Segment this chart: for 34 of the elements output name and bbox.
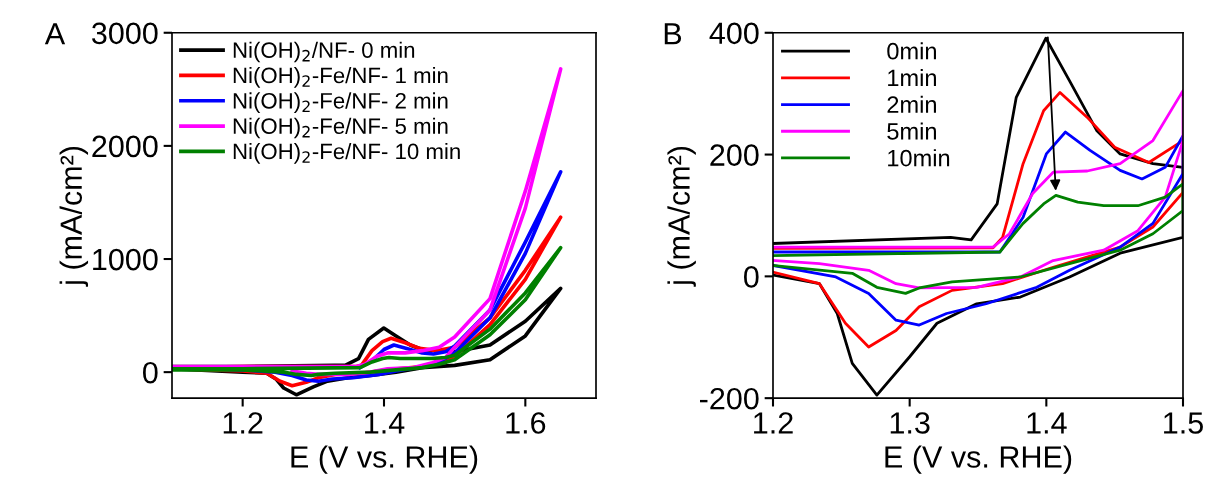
- x-tick-label: 1.4: [365, 412, 405, 434]
- y-tick-label: 0: [143, 361, 158, 384]
- x-tick-label: 1.4: [1027, 412, 1067, 434]
- y-axis-title: j (mA/cm²): [59, 146, 89, 287]
- y-tick-label: 400: [709, 22, 759, 45]
- y-tick-label: -200: [700, 387, 759, 410]
- legend-label: Ni(OH)$_{2}$-Fe/NF- 5 min: [233, 117, 448, 139]
- legend-label: Ni(OH)$_{2}$-Fe/NF- 10 min: [233, 142, 460, 164]
- x-axis-title: E (V vs. RHE): [291, 445, 478, 474]
- x-axis-title: E (V vs. RHE): [885, 445, 1072, 474]
- legend-label: Ni(OH)$_{2}$-Fe/NF- 1 min: [233, 66, 448, 88]
- legend-label: 5min: [887, 122, 936, 140]
- legend-label: 10min: [888, 149, 950, 167]
- legend-label: 1min: [888, 68, 936, 87]
- legend-label: 2min: [887, 95, 936, 113]
- y-tick-label: 1000: [93, 248, 158, 271]
- x-tick-label: 1.2: [754, 412, 793, 434]
- line-series: [773, 89, 1183, 290]
- y-tick-label: 0: [744, 266, 759, 288]
- line-series: [773, 182, 1183, 295]
- x-tick-label: 1.2: [223, 412, 263, 434]
- legend-label: 0min: [887, 42, 936, 60]
- y-axis-title: j (mA/cm²): [667, 146, 696, 287]
- x-tick-label: 1.5: [1164, 412, 1203, 434]
- text: B: [664, 23, 682, 45]
- legend-label: Ni(OH)$_{2}$-Fe/NF- 2 min: [233, 92, 448, 114]
- y-tick-label: 2000: [92, 135, 158, 158]
- line-series: [172, 245, 563, 378]
- x-tick-label: 1.3: [890, 412, 930, 434]
- y-tick-label: 200: [710, 144, 759, 166]
- legend-label: Ni(OH)$_{2}$/NF- 0 min: [233, 41, 415, 63]
- text: A: [44, 23, 66, 45]
- x-tick-label: 1.6: [506, 412, 546, 434]
- y-tick-label: 3000: [92, 22, 158, 45]
